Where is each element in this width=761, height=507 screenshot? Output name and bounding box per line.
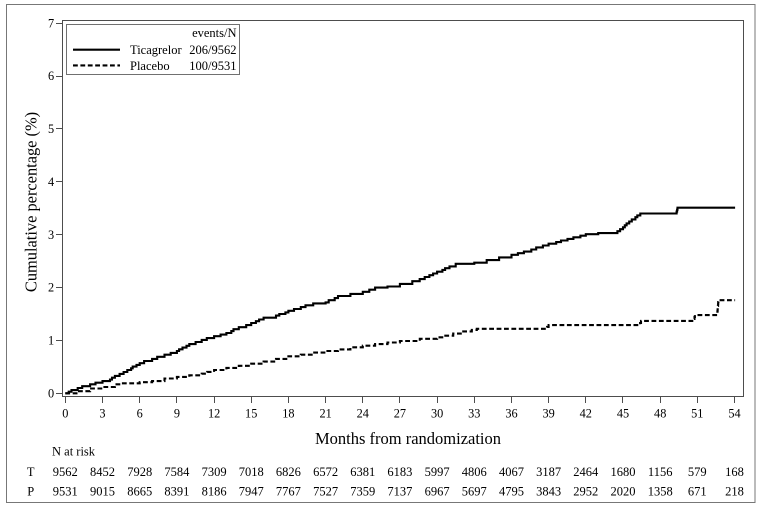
svg-text:100/9531: 100/9531 <box>189 59 236 73</box>
svg-text:2464: 2464 <box>573 465 599 479</box>
svg-text:7584: 7584 <box>164 465 190 479</box>
svg-text:5997: 5997 <box>425 465 450 479</box>
svg-text:4: 4 <box>48 175 54 189</box>
svg-text:4806: 4806 <box>462 465 487 479</box>
svg-text:9: 9 <box>174 406 180 420</box>
svg-text:9015: 9015 <box>90 485 115 499</box>
svg-text:48: 48 <box>654 406 666 420</box>
svg-text:6: 6 <box>137 406 143 420</box>
svg-text:8452: 8452 <box>90 465 115 479</box>
svg-text:6183: 6183 <box>387 465 412 479</box>
svg-text:1: 1 <box>48 334 54 348</box>
svg-text:7309: 7309 <box>202 465 227 479</box>
svg-text:6826: 6826 <box>276 465 301 479</box>
svg-text:events/N: events/N <box>192 26 236 40</box>
svg-text:7359: 7359 <box>350 485 375 499</box>
svg-text:7527: 7527 <box>313 485 338 499</box>
svg-text:6: 6 <box>48 69 54 83</box>
svg-text:671: 671 <box>688 485 707 499</box>
svg-text:3187: 3187 <box>536 465 561 479</box>
svg-text:5: 5 <box>48 122 54 136</box>
svg-text:168: 168 <box>725 465 744 479</box>
svg-text:45: 45 <box>617 406 629 420</box>
svg-text:5697: 5697 <box>462 485 487 499</box>
svg-text:4067: 4067 <box>499 465 524 479</box>
svg-text:18: 18 <box>282 406 294 420</box>
svg-text:33: 33 <box>468 406 480 420</box>
svg-text:T: T <box>27 465 35 479</box>
svg-text:9531: 9531 <box>53 485 78 499</box>
svg-text:0: 0 <box>62 406 68 420</box>
svg-text:2952: 2952 <box>573 485 598 499</box>
svg-text:54: 54 <box>728 406 740 420</box>
svg-text:9562: 9562 <box>53 465 78 479</box>
svg-text:3: 3 <box>99 406 105 420</box>
svg-text:39: 39 <box>542 406 554 420</box>
svg-text:8665: 8665 <box>127 485 152 499</box>
svg-text:7: 7 <box>48 16 54 30</box>
svg-text:27: 27 <box>394 406 406 420</box>
svg-text:1680: 1680 <box>611 465 636 479</box>
svg-text:7928: 7928 <box>127 465 152 479</box>
svg-text:Placebo: Placebo <box>130 59 170 73</box>
svg-text:3843: 3843 <box>536 485 561 499</box>
svg-text:2: 2 <box>48 281 54 295</box>
svg-text:12: 12 <box>208 406 220 420</box>
svg-text:Cumulative percentage (%): Cumulative percentage (%) <box>22 112 41 292</box>
svg-text:579: 579 <box>688 465 707 479</box>
svg-text:15: 15 <box>245 406 257 420</box>
svg-text:6572: 6572 <box>313 465 338 479</box>
svg-text:30: 30 <box>431 406 443 420</box>
svg-text:2020: 2020 <box>611 485 636 499</box>
svg-text:21: 21 <box>319 406 331 420</box>
svg-text:206/9562: 206/9562 <box>189 43 236 57</box>
svg-text:0: 0 <box>48 386 54 400</box>
svg-text:Months from randomization: Months from randomization <box>315 429 501 448</box>
svg-text:1358: 1358 <box>648 485 673 499</box>
svg-text:Ticagrelor: Ticagrelor <box>130 43 182 57</box>
svg-text:6381: 6381 <box>350 465 375 479</box>
svg-text:6967: 6967 <box>425 485 450 499</box>
svg-text:218: 218 <box>725 485 744 499</box>
svg-text:51: 51 <box>691 406 703 420</box>
svg-text:7137: 7137 <box>387 485 412 499</box>
svg-text:42: 42 <box>580 406 592 420</box>
svg-text:P: P <box>27 485 34 499</box>
svg-text:N at risk: N at risk <box>52 445 96 459</box>
svg-text:1156: 1156 <box>648 465 673 479</box>
svg-text:3: 3 <box>48 228 54 242</box>
svg-text:7767: 7767 <box>276 485 301 499</box>
svg-text:4795: 4795 <box>499 485 524 499</box>
svg-text:8186: 8186 <box>202 485 227 499</box>
svg-text:7947: 7947 <box>239 485 264 499</box>
svg-text:24: 24 <box>357 406 369 420</box>
svg-text:8391: 8391 <box>164 485 189 499</box>
svg-text:7018: 7018 <box>239 465 264 479</box>
svg-text:36: 36 <box>505 406 517 420</box>
